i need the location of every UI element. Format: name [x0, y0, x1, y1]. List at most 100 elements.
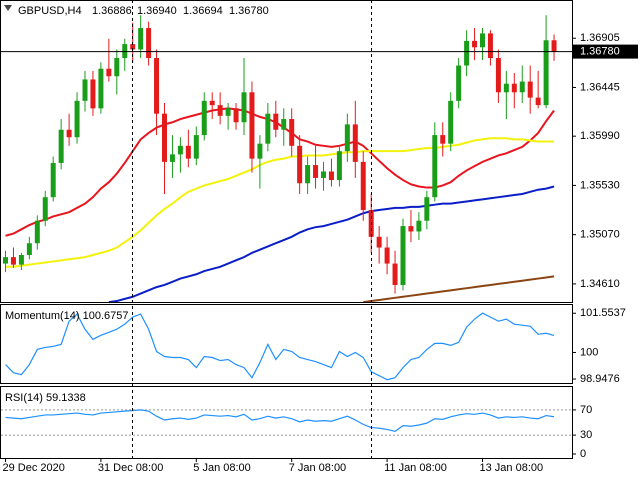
candle-body	[90, 79, 96, 109]
y-tick-label: 1.36445	[580, 81, 620, 93]
candle-body	[146, 28, 152, 59]
current-price-label: 1.36780	[580, 46, 620, 58]
y-tick-label: 1.35530	[580, 179, 620, 191]
candle-body	[344, 124, 350, 152]
y-tick-label: 101.5537	[580, 307, 626, 319]
y-tick-label: 1.35990	[580, 130, 620, 142]
candle-body	[233, 108, 239, 123]
candle-body	[273, 113, 279, 130]
candle-body	[26, 243, 32, 256]
candle-body	[480, 33, 485, 48]
ohlc-open: 1.36886	[92, 5, 132, 17]
indicator-line	[5, 409, 555, 432]
ohlc-low: 1.36694	[183, 5, 223, 17]
candle-body	[416, 220, 422, 232]
y-tick-label: 98.9476	[580, 373, 620, 385]
x-tick-label: 7 Jan 08:00	[289, 462, 347, 474]
candle-body	[249, 92, 255, 159]
y-tick-label: 30	[580, 429, 592, 441]
candle-body	[114, 58, 120, 77]
candle-body	[209, 100, 215, 106]
candle-body	[34, 220, 40, 244]
candle-body	[201, 100, 207, 136]
indicator-line	[5, 312, 555, 381]
candle-body	[50, 162, 56, 198]
candle-body	[360, 161, 366, 211]
y-tick-label: 0	[580, 448, 586, 460]
candle-body	[432, 135, 438, 198]
candle-body	[543, 40, 549, 106]
candle-body	[177, 145, 183, 155]
candle-body	[225, 108, 231, 116]
candle-body	[257, 143, 263, 159]
candle-body	[130, 44, 136, 50]
candle-body	[456, 65, 462, 101]
candle-body	[503, 83, 509, 93]
ohlc-high: 1.36940	[137, 5, 177, 17]
y-tick-label: 70	[580, 404, 592, 416]
plot-layer	[1, 15, 572, 436]
candle-body	[3, 257, 8, 264]
candle-body	[519, 81, 525, 93]
candle-body	[162, 113, 167, 162]
candle-body	[82, 79, 88, 101]
momentum-panel-frame	[0, 304, 573, 384]
symbol-title: GBPUSD,H4	[18, 5, 82, 17]
candle-body	[487, 33, 493, 59]
rsi-title: RSI(14) 59.1338	[5, 392, 86, 404]
momentum-title: Momentum(14) 100.6757	[5, 310, 129, 322]
x-tick-label: 13 Jan 08:00	[480, 462, 544, 474]
candle-body	[265, 113, 271, 144]
y-tick-label: 1.36905	[580, 32, 620, 44]
candle-body	[154, 58, 160, 114]
main-panel-frame	[0, 0, 573, 303]
candle-body	[464, 40, 470, 66]
candle-body	[495, 58, 501, 93]
candle-body	[408, 226, 414, 232]
candle-body	[535, 97, 541, 106]
candle-body	[138, 28, 144, 50]
moving-average	[363, 275, 555, 304]
x-tick-label: 5 Jan 08:00	[193, 462, 251, 474]
candle-body	[185, 145, 191, 159]
candle-body	[376, 236, 382, 248]
rsi-panel-frame	[0, 386, 573, 459]
candle-body	[352, 124, 358, 162]
candle-body	[169, 154, 175, 162]
candle-body	[193, 135, 199, 159]
current-price-box	[572, 44, 638, 59]
x-tick-label: 29 Dec 2020	[3, 462, 65, 474]
candle-body	[511, 83, 517, 93]
candle-body	[321, 171, 326, 178]
y-tick-label: 1.35070	[580, 229, 620, 241]
candle-body	[297, 145, 303, 184]
y-tick-label: 1.34610	[580, 278, 620, 290]
candle-body	[10, 257, 16, 265]
ohlc-close: 1.36780	[229, 5, 269, 17]
candle-body	[122, 44, 128, 59]
candle-body	[18, 255, 24, 265]
candle-body	[217, 105, 223, 116]
candle-body	[106, 68, 112, 77]
candle-body	[66, 129, 72, 138]
candle-body	[313, 165, 319, 178]
candle-body	[58, 129, 64, 163]
candle-body	[392, 263, 398, 285]
candle-body	[305, 165, 311, 184]
symbol-icon	[4, 5, 12, 11]
candle-body	[289, 119, 295, 146]
x-tick-label: 11 Jan 08:00	[384, 462, 447, 474]
candle-body	[527, 81, 533, 98]
candle-body	[328, 171, 334, 181]
x-tick-label: 31 Dec 08:00	[98, 462, 163, 474]
y-tick-label: 100	[580, 346, 598, 358]
moving-average	[108, 185, 555, 304]
candle-body	[424, 197, 430, 221]
candle-body	[42, 197, 48, 221]
candle-body	[448, 100, 454, 144]
moving-average	[5, 137, 555, 268]
moving-average	[5, 107, 555, 237]
